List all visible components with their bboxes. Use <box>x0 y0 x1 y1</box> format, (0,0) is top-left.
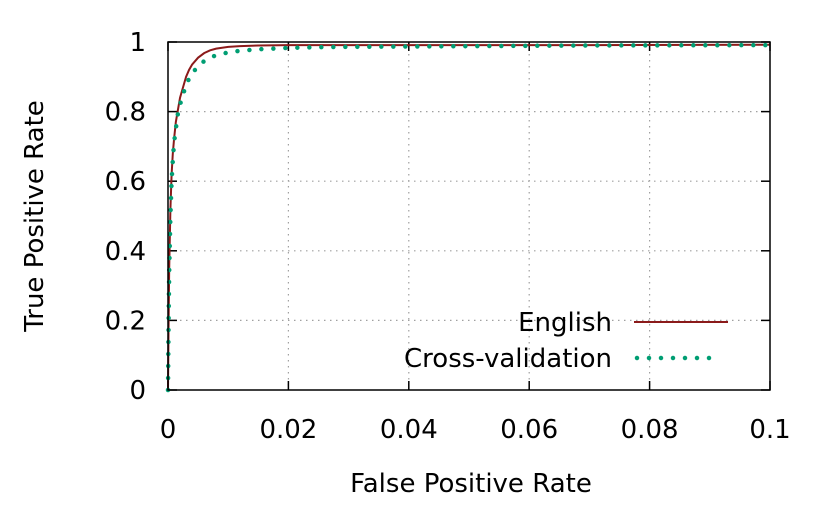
ticks-layer <box>167 41 771 391</box>
x-tick-label: 0.1 <box>749 415 790 445</box>
grid-layer <box>168 42 770 390</box>
y-tick-label: 0.4 <box>105 237 146 267</box>
series-english-line <box>167 43 771 391</box>
y-tick-label: 1 <box>129 28 146 58</box>
series-cross-validation-line <box>165 42 773 393</box>
x-tick-label: 0.04 <box>380 415 438 445</box>
legend-label: Cross-validation <box>404 344 612 374</box>
y-tick-labels: 0 0.2 0.4 0.6 0.8 1 <box>105 28 146 406</box>
series-layer <box>165 42 773 393</box>
x-tick-labels: 0 0.02 0.04 0.06 0.08 0.1 <box>160 415 791 445</box>
x-tick-label: 0.02 <box>259 415 317 445</box>
y-tick-label: 0 <box>129 376 146 406</box>
legend-label: English <box>518 308 612 338</box>
x-tick-label: 0.08 <box>621 415 679 445</box>
y-tick-label: 0.2 <box>105 306 146 336</box>
plot-frame <box>167 41 771 391</box>
legend: English Cross-validation <box>404 308 728 374</box>
y-tick-label: 0.6 <box>105 167 146 197</box>
y-tick-label: 0.8 <box>105 98 146 128</box>
x-axis-label: False Positive Rate <box>350 469 592 499</box>
x-tick-label: 0.06 <box>500 415 558 445</box>
y-axis-label: True Positive Rate <box>20 100 50 333</box>
x-tick-label: 0 <box>160 415 177 445</box>
